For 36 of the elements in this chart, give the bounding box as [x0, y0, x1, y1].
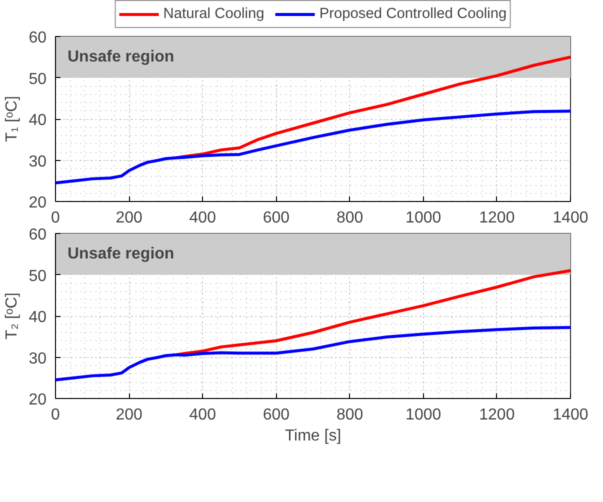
x-tick-label: 800 — [336, 210, 364, 226]
x-tick-label: 1200 — [479, 210, 515, 226]
y-tick-label: 20 — [28, 194, 47, 212]
x-tick-label: 600 — [262, 210, 290, 226]
y-tick-label: 30 — [28, 153, 47, 170]
x-tick-label: 200 — [116, 210, 143, 226]
x-tick-label: 0 — [51, 210, 60, 226]
x-tick-label: 600 — [262, 406, 290, 424]
legend-label: Proposed Controlled Cooling — [319, 6, 507, 22]
x-tick-label: 0 — [51, 406, 60, 424]
x-axis-title: Time [s] — [284, 428, 342, 444]
y-tick-label: 60 — [28, 226, 47, 244]
x-tick-label: 1200 — [479, 406, 515, 424]
y-tick-label: 20 — [28, 392, 47, 408]
legend-label: Natural Cooling — [163, 6, 264, 22]
band-label: Unsafe region — [68, 246, 174, 263]
y-tick-label: 60 — [28, 30, 47, 46]
line-series — [56, 326, 570, 382]
y-tick-label: 30 — [28, 350, 47, 368]
y-tick-label: 40 — [28, 309, 47, 326]
band-label: Unsafe region — [68, 48, 174, 66]
x-tick-label: 400 — [189, 210, 216, 226]
y-tick-label: 40 — [28, 112, 47, 129]
y-axis-title: T₂ [ᵒC] — [4, 292, 21, 340]
x-tick-label: 200 — [116, 406, 143, 424]
x-tick-label: 800 — [336, 406, 364, 424]
line-series — [56, 110, 570, 184]
x-tick-label: 1400 — [552, 210, 588, 226]
x-tick-label: 400 — [189, 406, 216, 424]
x-tick-label: 1000 — [406, 210, 442, 226]
line-series — [175, 269, 570, 356]
y-axis-title: T₁ [ᵒC] — [4, 96, 21, 142]
x-tick-label: 1000 — [406, 406, 442, 424]
x-tick-label: 1400 — [552, 406, 588, 424]
y-tick-label: 50 — [28, 268, 47, 285]
y-tick-label: 50 — [28, 70, 47, 88]
